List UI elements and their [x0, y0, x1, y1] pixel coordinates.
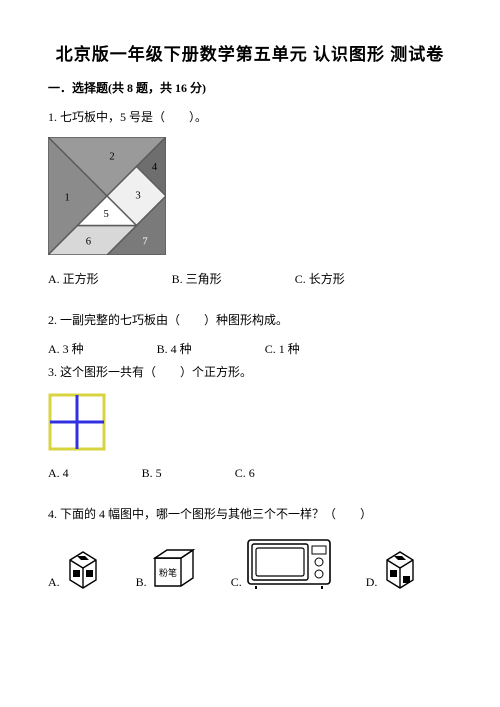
q2-options: A. 3 种 B. 4 种 C. 1 种: [48, 340, 452, 357]
q1-option-c[interactable]: C. 长方形: [295, 270, 345, 287]
q4-label-a: A.: [48, 575, 60, 590]
q1-options: A. 正方形 B. 三角形 C. 长方形: [48, 270, 452, 287]
tangram-label-7: 7: [142, 237, 147, 248]
q1-option-b[interactable]: B. 三角形: [172, 270, 222, 287]
section-heading: 一．选择题(共 8 题，共 16 分): [48, 79, 452, 96]
q1-text: 1. 七巧板中，5 号是（ ）。: [48, 108, 452, 127]
q2-option-a[interactable]: A. 3 种: [48, 340, 84, 357]
tangram-label-2: 2: [109, 152, 114, 163]
q4-option-d[interactable]: D.: [366, 548, 420, 590]
q3-text: 3. 这个图形一共有（ ）个正方形。: [48, 363, 452, 382]
q4-option-b[interactable]: B. 粉笔: [136, 544, 197, 590]
q1-option-a[interactable]: A. 正方形: [48, 270, 99, 287]
q3-option-a[interactable]: A. 4: [48, 466, 69, 481]
dice-icon-d: [381, 548, 419, 590]
q4-option-a[interactable]: A.: [48, 548, 102, 590]
q1-figure-tangram: 1 2 3 4 5 6 7: [48, 137, 452, 260]
q3-options: A. 4 B. 5 C. 6: [48, 466, 452, 481]
q4-label-c: C.: [231, 575, 242, 590]
tangram-label-1: 1: [65, 193, 70, 204]
q3-option-c[interactable]: C. 6: [235, 466, 255, 481]
page-title: 北京版一年级下册数学第五单元 认识图形 测试卷: [48, 40, 452, 65]
q4-label-b: B.: [136, 575, 147, 590]
tangram-svg: 1 2 3 4 5 6 7: [48, 137, 166, 255]
q2-text: 2. 一副完整的七巧板由（ ）种图形构成。: [48, 311, 452, 330]
q4-image-row: A. B. 粉笔 C.: [48, 534, 452, 590]
page: 北京版一年级下册数学第五单元 认识图形 测试卷 一．选择题(共 8 题，共 16…: [0, 0, 500, 610]
q2-option-b[interactable]: B. 4 种: [157, 340, 192, 357]
tangram-label-3: 3: [135, 191, 140, 202]
chalk-box-icon: 粉笔: [151, 544, 197, 590]
tangram-label-4: 4: [152, 162, 158, 173]
q4-text: 4. 下面的 4 幅图中，哪一个图形与其他三个不一样？（ ）: [48, 505, 452, 524]
tangram-label-6: 6: [86, 237, 91, 248]
q3-figure-squares: [48, 393, 452, 456]
dice-icon-a: [64, 548, 102, 590]
grid-square-svg: [48, 393, 106, 451]
microwave-icon: [246, 534, 332, 590]
chalk-label: 粉笔: [159, 567, 177, 578]
tangram-label-5: 5: [103, 209, 108, 220]
q4-label-d: D.: [366, 575, 378, 590]
q3-option-b[interactable]: B. 5: [142, 466, 162, 481]
q4-option-c[interactable]: C.: [231, 534, 332, 590]
q2-option-c[interactable]: C. 1 种: [265, 340, 300, 357]
